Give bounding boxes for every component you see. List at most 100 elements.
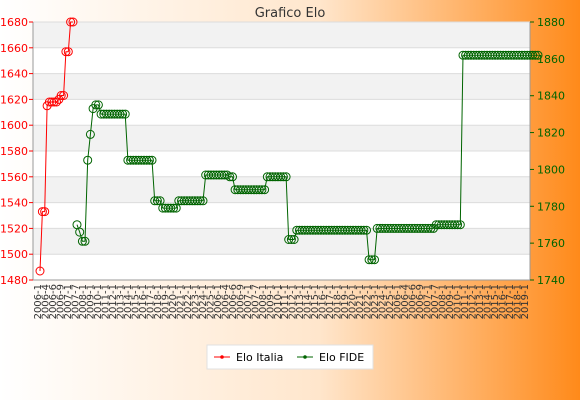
point-elo-fide	[228, 172, 237, 182]
point-elo-fide	[91, 100, 101, 110]
point-elo-fide	[169, 203, 178, 213]
point-elo-fide	[152, 196, 162, 206]
x-tick-label: 2023-1	[190, 284, 201, 319]
point-elo-fide	[367, 255, 377, 265]
x-tick-label: 2015-1	[130, 284, 141, 319]
point-elo-fide	[284, 235, 294, 244]
x-tick-label: 2021-1	[175, 284, 186, 319]
point-elo-fide	[193, 196, 203, 206]
left-axis-tick-label: 1540	[0, 197, 28, 210]
right-axis-tick-label: 1860	[537, 53, 565, 66]
x-tick-label: 2010-1	[273, 284, 284, 319]
x-tick-label: 2013-1	[295, 284, 306, 319]
x-tick-label: 2006-1	[213, 284, 224, 319]
point-elo-italia	[63, 47, 73, 57]
legend-label: Elo FIDE	[319, 351, 364, 364]
x-tick-label: 2009-1	[85, 284, 96, 319]
point-elo-fide	[528, 50, 538, 60]
x-tick-label: 2014-1	[483, 284, 494, 319]
x-tick-label: 2019-1	[520, 284, 531, 319]
x-tick-label: 2006-9	[235, 284, 246, 319]
point-elo-fide	[166, 203, 176, 213]
point-elo-fide	[453, 220, 463, 230]
point-elo-italia	[52, 97, 61, 107]
x-tick-label: 2012-1	[108, 284, 119, 319]
plot-band	[33, 125, 530, 151]
x-tick-label: 2013-1	[475, 284, 486, 319]
x-tick-label: 2019-1	[160, 284, 171, 319]
x-tick-label: 2006-1	[393, 284, 404, 319]
x-tick-label: 2011-1	[460, 284, 471, 319]
left-axis-tick-label: 1620	[0, 93, 28, 106]
point-elo-fide	[257, 185, 267, 195]
plot-band	[33, 73, 530, 100]
x-tick-label: 2019-1	[340, 284, 351, 319]
plot-band	[33, 22, 530, 48]
x-tick-label: 2022-1	[183, 284, 194, 319]
x-tick-label: 2018-1	[153, 284, 164, 319]
x-tick-label: 2015-1	[490, 284, 501, 319]
point-elo-fide	[85, 129, 95, 139]
point-elo-italia	[68, 17, 78, 27]
x-tick-label: 2014-1	[303, 284, 314, 319]
x-tick-label: 2008-1	[438, 284, 449, 319]
right-axis-tick-label: 1820	[537, 127, 565, 140]
point-elo-fide	[75, 227, 85, 237]
x-tick-label: 2007-7	[70, 284, 81, 319]
point-elo-italia	[49, 97, 59, 107]
left-axis-tick-label: 1660	[0, 42, 28, 55]
x-tick-label: 2012-1	[288, 284, 299, 319]
point-elo-italia	[40, 207, 50, 217]
point-elo-fide	[362, 225, 371, 235]
point-elo-fide	[530, 50, 540, 60]
point-elo-fide	[286, 235, 296, 244]
point-elo-fide	[120, 109, 130, 119]
x-tick-label: 2007-1	[63, 284, 74, 319]
point-elo-fide	[281, 172, 291, 182]
x-tick-label: 2006-6	[408, 284, 419, 319]
right-axis-tick-label: 1740	[537, 274, 565, 287]
x-tick-label: 2006-4	[40, 284, 51, 319]
x-tick-label: 2009-1	[265, 284, 276, 319]
legend: Elo Italia Elo FIDE	[206, 344, 374, 370]
left-axis-tick-label: 1680	[0, 16, 28, 29]
point-elo-fide	[80, 236, 90, 246]
x-tick-label: 2022-1	[363, 284, 374, 319]
point-elo-fide	[278, 172, 288, 182]
x-tick-label: 2010-1	[453, 284, 464, 319]
x-tick-label: 2017-1	[325, 284, 336, 319]
x-tick-label: 2013-1	[115, 284, 126, 319]
legend-box	[206, 344, 374, 370]
point-elo-fide	[254, 185, 264, 195]
x-tick-label: 2006-1	[33, 284, 44, 319]
point-elo-italia	[66, 17, 76, 27]
point-elo-fide	[450, 220, 460, 230]
x-tick-label: 2018-1	[333, 284, 344, 319]
x-tick-label: 2006-6	[228, 284, 239, 319]
series-line-elo-fide	[76, 54, 538, 261]
series-line-elo-italia	[39, 21, 73, 272]
x-tick-label: 2012-1	[468, 284, 479, 319]
x-tick-label: 2007-1	[243, 284, 254, 319]
x-tick-label: 2024-1	[198, 284, 209, 319]
x-tick-label: 2023-1	[370, 284, 381, 319]
left-axis-tick-label: 1480	[0, 274, 28, 287]
point-elo-fide	[455, 220, 465, 230]
x-tick-label: 2018-1	[513, 284, 524, 319]
x-tick-label: 2017-1	[505, 284, 516, 319]
left-axis-tick-label: 1640	[0, 68, 28, 81]
legend-swatch-dot	[303, 355, 307, 359]
x-tick-label: 2008-1	[258, 284, 269, 319]
point-elo-fide	[147, 155, 157, 165]
chart-title: Grafico Elo	[255, 6, 326, 21]
x-tick-label: 2007-7	[430, 284, 441, 319]
x-tick-label: 2006-6	[48, 284, 59, 319]
point-elo-italia	[35, 266, 45, 276]
left-axis-tick-label: 1520	[0, 222, 28, 235]
right-axis-tick-label: 1880	[537, 16, 565, 29]
left-axis-tick-label: 1560	[0, 171, 28, 184]
x-tick-label: 2015-1	[310, 284, 321, 319]
x-tick-label: 2016-1	[498, 284, 509, 319]
left-axis-tick-label: 1600	[0, 119, 28, 132]
